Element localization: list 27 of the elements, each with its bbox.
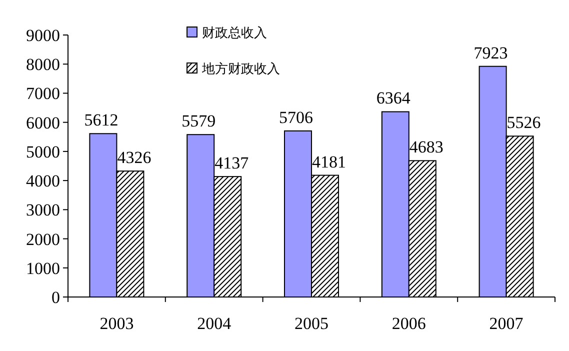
data-label: 4683 bbox=[409, 138, 444, 157]
y-tick-label: 5000 bbox=[26, 142, 60, 162]
y-tick-label: 9000 bbox=[26, 26, 60, 45]
x-tick-label: 2005 bbox=[294, 314, 328, 333]
data-label: 7923 bbox=[474, 43, 508, 62]
legend-label: 财政总收入 bbox=[202, 26, 267, 41]
data-label: 4326 bbox=[117, 148, 152, 168]
data-label: 5579 bbox=[182, 112, 216, 131]
x-tick-label: 2004 bbox=[197, 314, 232, 333]
y-tick-label: 4000 bbox=[26, 172, 60, 191]
data-label: 5706 bbox=[279, 108, 313, 127]
data-label: 4137 bbox=[214, 154, 250, 173]
legend-label: 地方财政收入 bbox=[201, 61, 280, 77]
y-tick-label: 2000 bbox=[26, 230, 60, 249]
x-tick-label: 2003 bbox=[100, 314, 134, 333]
data-label: 5526 bbox=[506, 113, 541, 132]
data-label: 5612 bbox=[84, 110, 118, 130]
y-tick-label: 0 bbox=[52, 288, 60, 307]
y-tick-label: 7000 bbox=[26, 84, 60, 104]
data-label: 4181 bbox=[312, 152, 346, 172]
y-tick-label: 6000 bbox=[26, 113, 60, 132]
y-tick-label: 1000 bbox=[26, 258, 60, 278]
x-tick-label: 2007 bbox=[489, 314, 524, 333]
x-tick-label: 2006 bbox=[392, 314, 426, 333]
y-tick-label: 8000 bbox=[26, 55, 60, 74]
data-label: 6364 bbox=[376, 88, 411, 108]
y-tick-label: 3000 bbox=[26, 200, 60, 220]
